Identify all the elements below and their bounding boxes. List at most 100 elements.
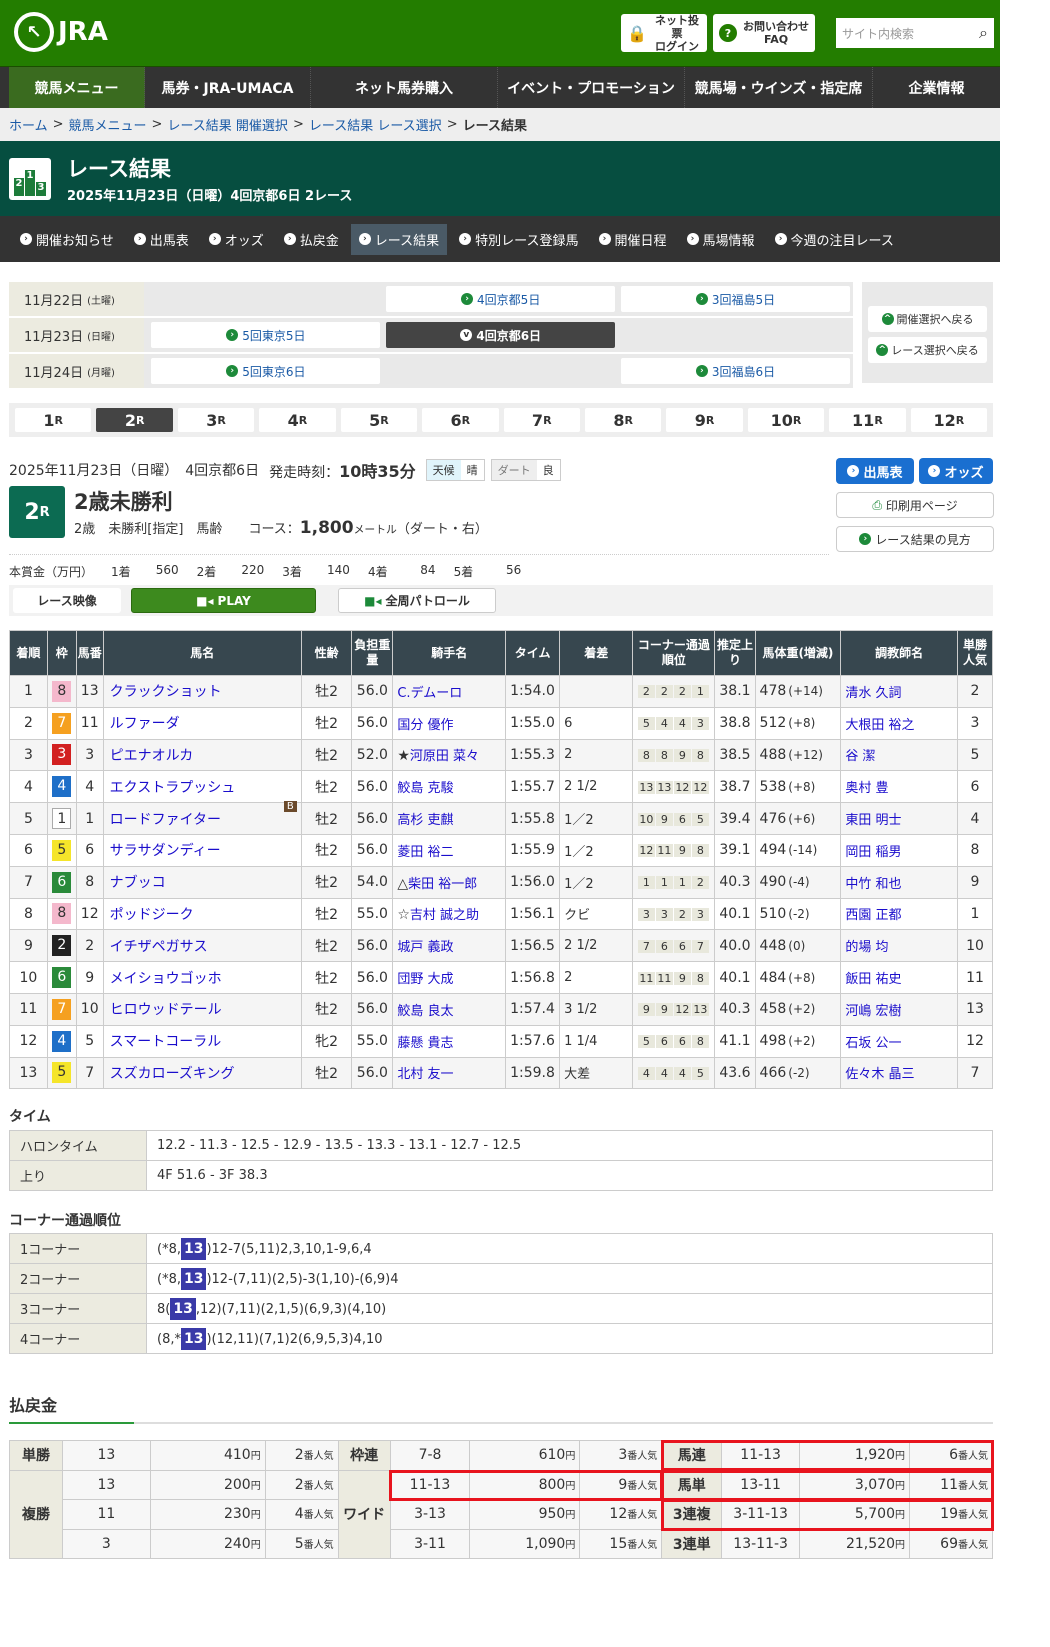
jockey-link[interactable]: 菱田 裕二 [397, 844, 454, 860]
play-button[interactable]: ■◂ PLAY [131, 588, 316, 613]
horse-link[interactable]: ポッドジーク [109, 906, 194, 923]
horse-link[interactable]: サラサダンディー [109, 843, 221, 860]
back-to-race-select-button[interactable]: ^ レース選択へ戻る [868, 337, 987, 363]
trainer[interactable]: 西園 正都 [840, 897, 959, 931]
jockey-link[interactable]: 団野 大成 [397, 972, 454, 988]
trainer[interactable]: 大根田 裕之 [840, 706, 959, 740]
kaisai-venue-button[interactable]: v 4回京都6日 [386, 322, 616, 348]
kaisai-venue-button[interactable]: › 3回福島5日 [621, 286, 850, 312]
gnav-events[interactable]: イベント・プロモーション [498, 67, 685, 108]
horse-name[interactable]: イチザペガサス [102, 929, 302, 963]
race-tab-11r[interactable]: 11 R [829, 408, 906, 432]
search-icon[interactable]: ⌕ [979, 23, 988, 42]
trainer[interactable]: 奥村 豊 [840, 770, 959, 804]
trainer-link[interactable]: 石坂 公一 [845, 1035, 902, 1051]
kaisai-venue-button[interactable]: › 4回京都5日 [386, 286, 616, 312]
gnav-racecourses[interactable]: 競馬場・ウインズ・指定席 [685, 67, 873, 108]
net-vote-login-button[interactable]: 🔒 ネット投票 ログイン [621, 14, 707, 53]
horse-name[interactable]: メイショウゴッホ [102, 961, 302, 994]
horse-name[interactable]: ナブッコ [102, 865, 302, 899]
gnav-keiba-menu[interactable]: 競馬メニュー [9, 67, 145, 108]
subnav-item[interactable]: › オッズ [201, 224, 272, 255]
gnav-baken[interactable]: 馬券・JRA-UMACA [145, 67, 311, 108]
entries-button[interactable]: › 出馬表 [836, 458, 914, 484]
horse-name[interactable]: ピエナオルカ [102, 738, 302, 772]
jockey-link[interactable]: 藤懸 貴志 [397, 1035, 454, 1051]
jockey-link[interactable]: 国分 優作 [397, 717, 454, 733]
jockey[interactable]: 団野 大成 [392, 961, 507, 994]
horse-name[interactable]: スズカローズキング [102, 1056, 302, 1090]
horse-name[interactable]: クラックショット [102, 675, 302, 708]
horse-name[interactable]: ルファーダ [102, 706, 302, 740]
crumb-home[interactable]: ホーム [9, 119, 48, 134]
race-tab-10r[interactable]: 10 R [747, 408, 825, 432]
horse-name[interactable]: スマートコーラル [102, 1024, 302, 1058]
jockey[interactable]: C.デムーロ [392, 675, 507, 708]
trainer-link[interactable]: 清水 久詞 [845, 685, 902, 701]
trainer-link[interactable]: 谷 潔 [845, 749, 876, 765]
race-tab-12r[interactable]: 12 R [910, 408, 988, 432]
kaisai-venue-button[interactable]: › 3回福島6日 [621, 358, 850, 384]
horse-link[interactable]: ナブッコ [109, 875, 166, 892]
jockey[interactable]: 城戸 義政 [392, 929, 507, 963]
subnav-item[interactable]: › 馬場情報 [679, 224, 763, 255]
jockey[interactable]: 鮫島 克駿 [392, 770, 507, 804]
jockey[interactable]: ☆吉村 誠之助 [392, 897, 507, 931]
horse-link[interactable]: スマートコーラル [109, 1034, 222, 1051]
trainer-link[interactable]: 的場 均 [845, 940, 889, 956]
horse-link[interactable]: ロードファイター [109, 811, 222, 828]
jockey-link[interactable]: 鮫島 克駿 [397, 781, 454, 797]
trainer-link[interactable]: 奥村 豊 [845, 781, 889, 797]
trainer[interactable]: 岡田 稲男 [840, 833, 959, 867]
kaisai-venue-button[interactable]: › 5回東京5日 [151, 322, 381, 348]
horse-link[interactable]: スズカローズキング [109, 1065, 235, 1082]
jockey[interactable]: 北村 友一 [392, 1056, 507, 1090]
horse-name[interactable]: ポッドジーク [102, 897, 302, 931]
horse-link[interactable]: クラックショット [109, 684, 222, 701]
crumb-keiba-menu[interactable]: 競馬メニュー [68, 119, 147, 134]
patrol-video-button[interactable]: ■◂ 全周パトロール [338, 588, 496, 613]
trainer[interactable]: 石坂 公一 [840, 1024, 959, 1058]
trainer-link[interactable]: 中竹 和也 [845, 876, 902, 892]
trainer[interactable]: 的場 均 [840, 929, 959, 963]
horse-name[interactable]: ロードファイター B [102, 800, 302, 835]
trainer[interactable]: 河嶋 宏樹 [840, 992, 959, 1026]
trainer[interactable]: 清水 久詞 [840, 675, 959, 708]
trainer-link[interactable]: 東田 明士 [845, 813, 902, 829]
horse-name[interactable]: ヒロウッドテール [102, 992, 302, 1026]
subnav-item[interactable]: › 特別レース登録馬 [451, 224, 586, 255]
horse-link[interactable]: メイショウゴッホ [109, 970, 222, 987]
subnav-item[interactable]: › 開催日程 [591, 224, 675, 255]
subnav-item[interactable]: › 今週の注目レース [767, 224, 902, 255]
jockey-link[interactable]: 吉村 誠之助 [409, 908, 480, 924]
trainer-link[interactable]: 西園 正都 [845, 908, 902, 924]
subnav-item[interactable]: › 開催お知らせ [12, 224, 122, 255]
jra-logo[interactable]: ↖ JRA [14, 12, 108, 52]
horse-name[interactable]: エクストラプッシュ [102, 770, 302, 804]
jockey[interactable]: 鮫島 良太 [392, 992, 507, 1026]
jockey-link[interactable]: C.デムーロ [397, 685, 463, 701]
print-page-button[interactable]: ⎙ 印刷用ページ [836, 492, 994, 518]
trainer-link[interactable]: 岡田 稲男 [845, 844, 902, 860]
subnav-item[interactable]: › 払戻金 [276, 224, 347, 255]
jockey[interactable]: ★河原田 菜々 [392, 738, 507, 772]
trainer[interactable]: 谷 潔 [840, 738, 959, 772]
jockey-link[interactable]: 城戸 義政 [397, 940, 454, 956]
jockey[interactable]: 国分 優作 [392, 706, 507, 740]
faq-button[interactable]: ? お問い合わせ FAQ [713, 14, 815, 52]
jockey[interactable]: 藤懸 貴志 [392, 1024, 507, 1058]
site-search-input[interactable]: サイト内検索 ⌕ [836, 18, 994, 48]
trainer[interactable]: 中竹 和也 [840, 865, 959, 899]
trainer-link[interactable]: 佐々木 晶三 [845, 1067, 915, 1083]
horse-link[interactable]: ヒロウッドテール [109, 1002, 222, 1019]
jockey-link[interactable]: 北村 友一 [397, 1067, 454, 1083]
jockey-link[interactable]: 河原田 菜々 [409, 749, 480, 765]
